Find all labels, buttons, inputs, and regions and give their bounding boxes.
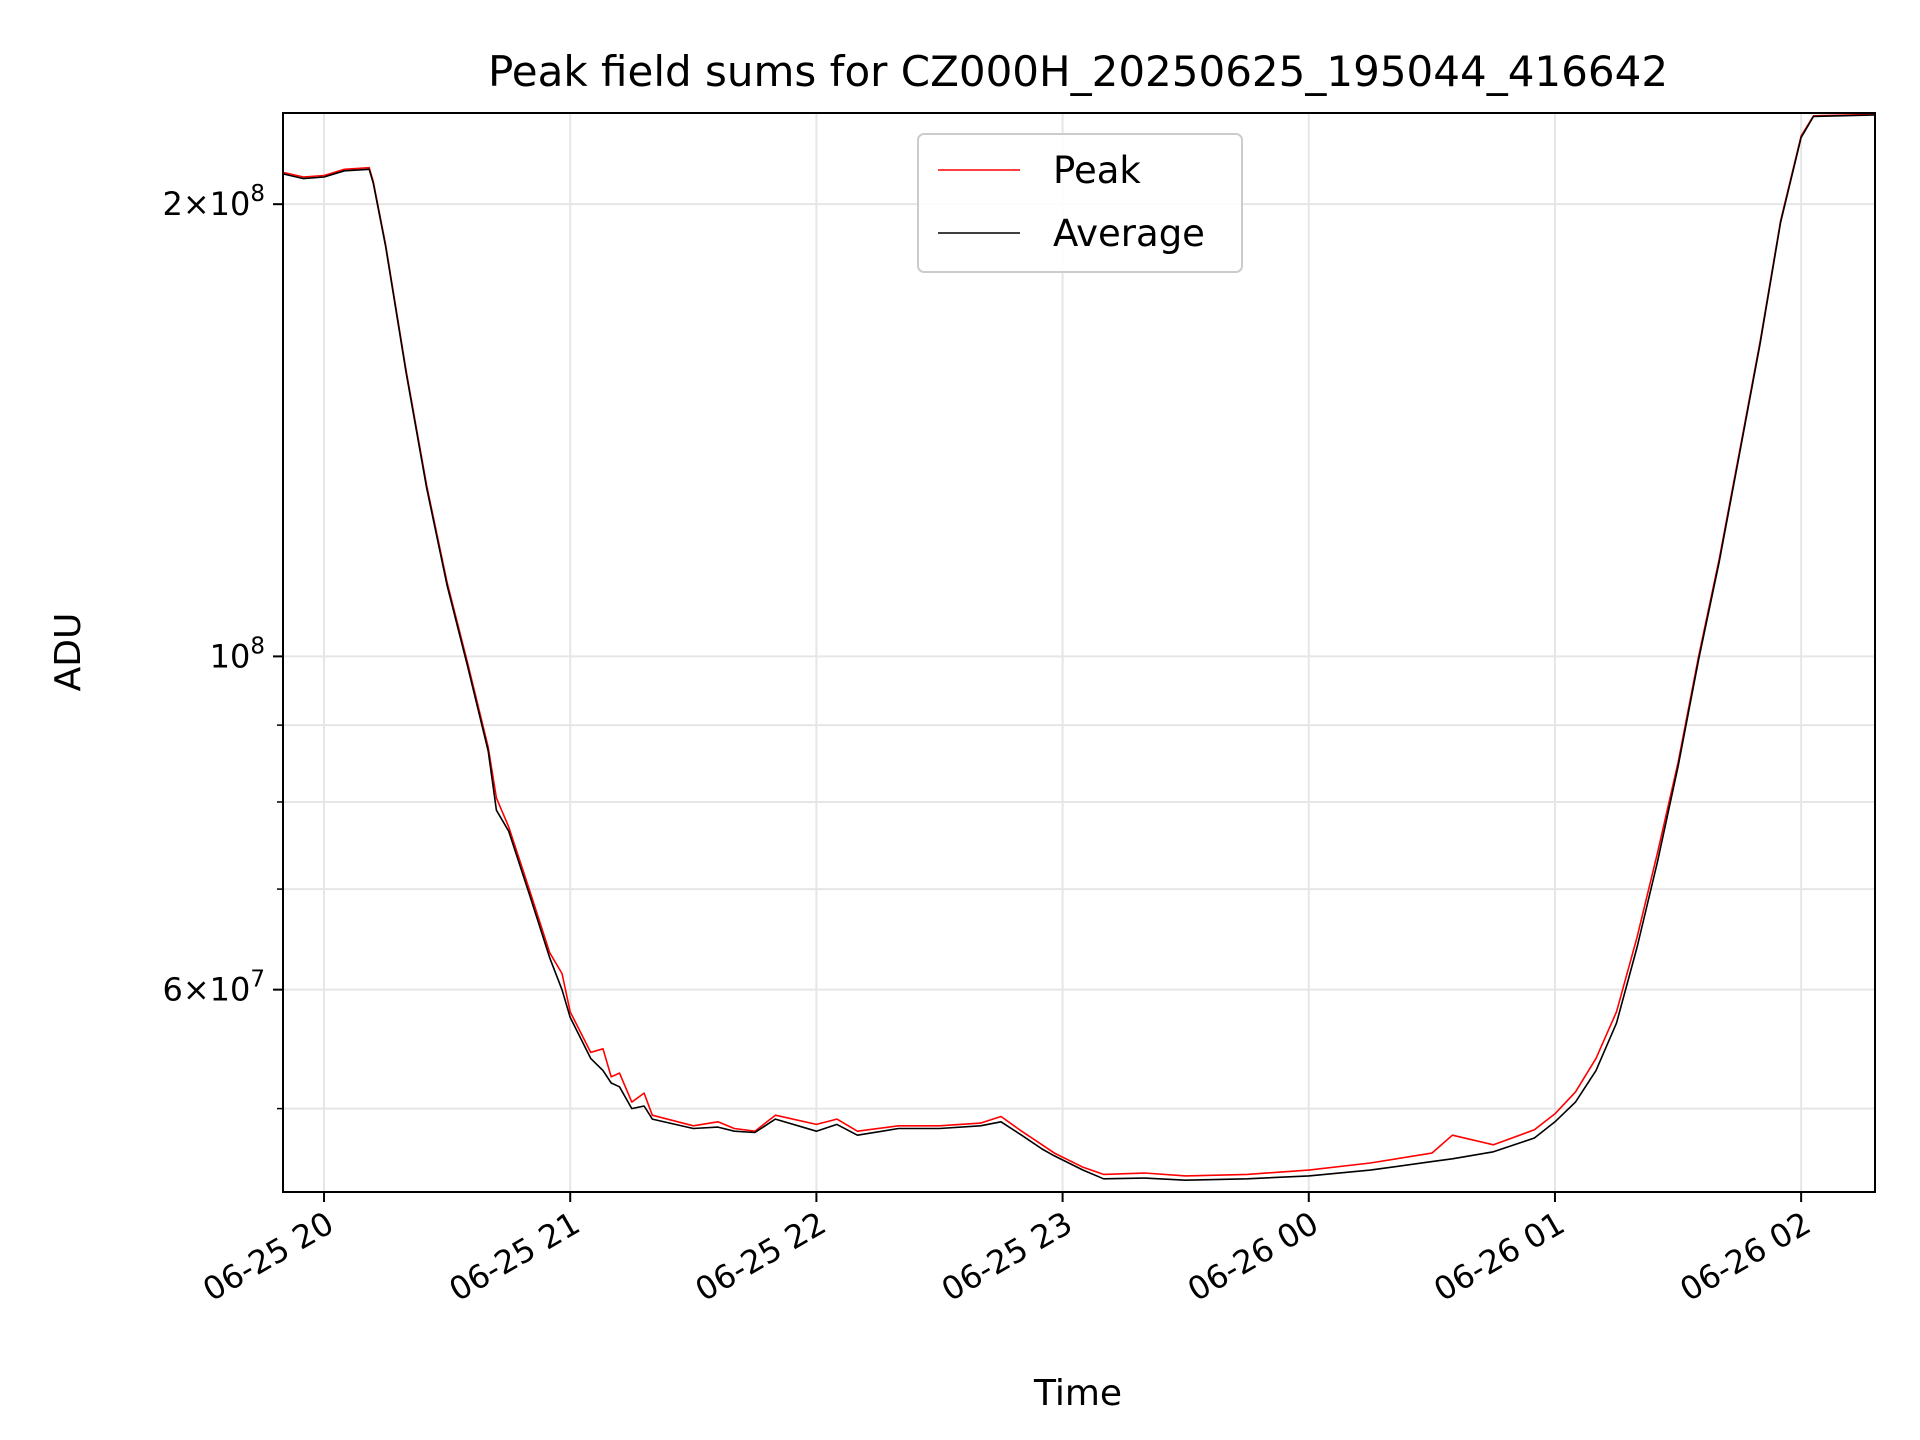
y-tick-label: 108	[210, 633, 265, 675]
legend-average-label: Average	[1053, 212, 1205, 255]
plot-area	[282, 113, 1876, 1181]
y-tick-label: 6×107	[162, 967, 265, 1009]
series-line-average	[282, 114, 1876, 1181]
series-line-peak	[282, 113, 1876, 1177]
legend-peak-label: Peak	[1053, 149, 1141, 192]
legend-box	[917, 133, 1243, 273]
legend: Peak Average	[917, 133, 1243, 273]
chart-title: Peak field sums for CZ000H_20250625_1950…	[488, 47, 1668, 96]
grid	[283, 113, 1875, 1192]
y-axis-label: ADU	[48, 613, 89, 692]
y-tick-label: 2×108	[162, 181, 265, 223]
x-axis-label: Time	[1033, 1373, 1122, 1414]
y-axis: 2×108 108 6×107	[162, 181, 283, 1110]
axes-frame	[282, 112, 1876, 1193]
